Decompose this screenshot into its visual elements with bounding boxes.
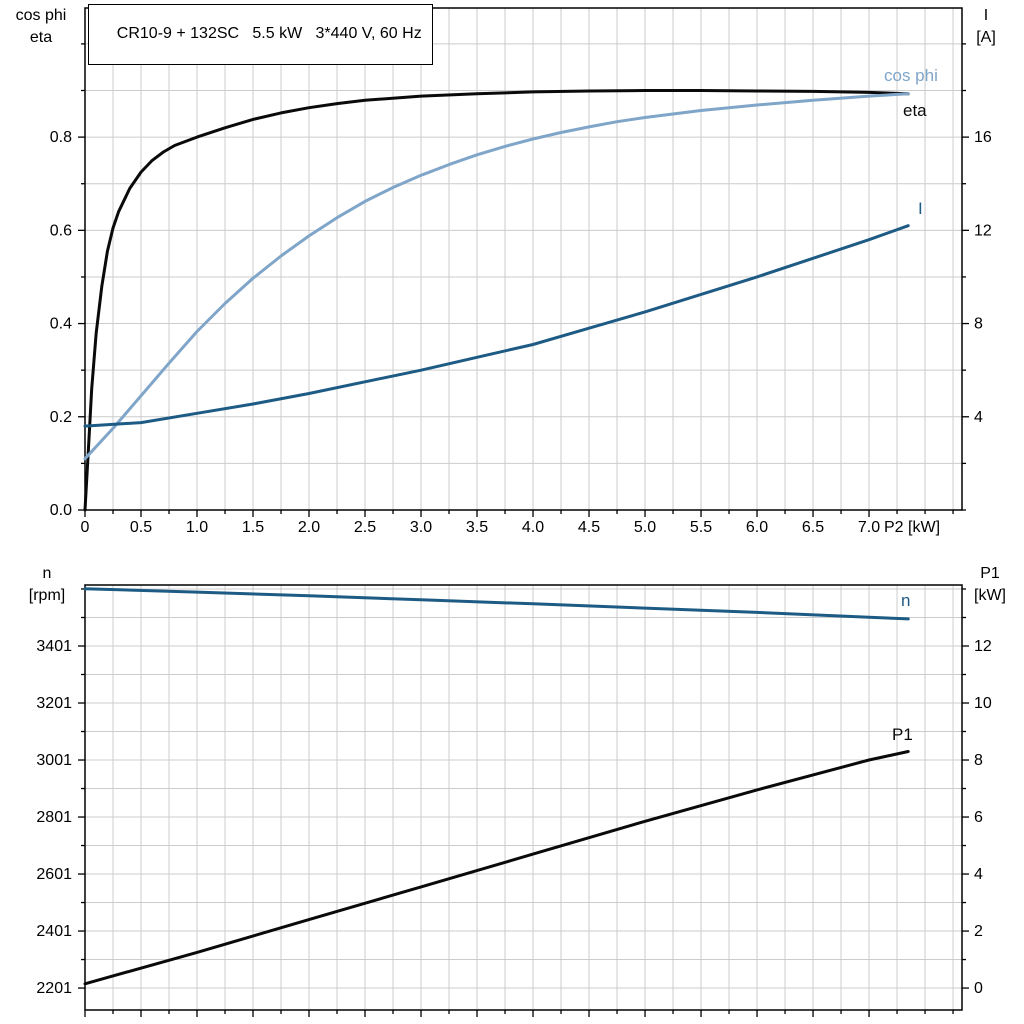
chart-title-box: CR10-9 + 132SC 5.5 kW 3*440 V, 60 Hz	[88, 4, 433, 65]
top-chart-left-axis-title: cos phi eta	[2, 5, 80, 49]
left-tick-label: 3001	[36, 752, 72, 769]
chart-title: CR10-9 + 132SC 5.5 kW 3*440 V, 60 Hz	[116, 25, 422, 42]
x-tick-label: 1.0	[186, 519, 208, 536]
series-eta-curve	[83, 89, 910, 512]
right-tick-label: 12	[974, 222, 992, 239]
cos-phi-curve-label: cos phi	[884, 66, 938, 85]
x-tick-label: 2.5	[354, 519, 376, 536]
top-chart-right-axis-title: I [A]	[958, 5, 1014, 49]
axis-title-line: eta	[29, 29, 53, 46]
axis-title-line: [kW]	[974, 587, 1006, 604]
x-tick-label: 5.5	[690, 519, 712, 536]
current-curve-label: I	[918, 199, 923, 218]
plot-border	[84, 584, 963, 1011]
axis-title-line: [rpm]	[28, 587, 66, 604]
left-tick-label: 0.4	[50, 316, 72, 333]
axis-title-line: P1	[980, 565, 1000, 582]
x-tick-label: 6.5	[802, 519, 824, 536]
plot-border	[84, 7, 963, 511]
left-tick-label: 2801	[36, 809, 72, 826]
series-I-curve	[83, 224, 910, 428]
eta-curve-label: eta	[903, 101, 927, 120]
axis-title-line: I	[983, 7, 989, 24]
x-tick-label: 2.0	[298, 519, 320, 536]
x-tick-label: 1.5	[242, 519, 264, 536]
right-tick-label: 6	[974, 809, 983, 826]
right-tick-label: 12	[974, 638, 992, 655]
left-tick-label: 0.0	[50, 502, 72, 519]
x-tick-label: 0.5	[130, 519, 152, 536]
right-tick-label: 10	[974, 695, 992, 712]
right-tick-label: 4	[974, 866, 983, 883]
p1-curve-label: P1	[892, 725, 913, 744]
right-tick-label: 8	[974, 752, 983, 769]
x-tick-label: 6.0	[746, 519, 768, 536]
left-tick-label: 2201	[36, 980, 72, 997]
left-tick-label: 2601	[36, 866, 72, 883]
x-tick-label: 4.5	[578, 519, 600, 536]
axis-title-line: [A]	[976, 29, 996, 46]
left-tick-label: 0.8	[50, 129, 72, 146]
left-tick-label: 3201	[36, 695, 72, 712]
left-tick-label: 3401	[36, 638, 72, 655]
right-tick-label: 2	[974, 923, 983, 940]
series-cos-phi-curve	[83, 92, 910, 461]
x-tick-label: 7.0	[858, 519, 880, 536]
axis-title-line: n	[42, 565, 52, 582]
bottom-chart-right-axis-title: P1 [kW]	[962, 563, 1018, 607]
speed-curve-label: n	[901, 591, 911, 610]
x-tick-label: 3.0	[410, 519, 432, 536]
x-tick-label: 0	[81, 519, 90, 536]
series-P1-curve	[83, 750, 910, 986]
x-tick-label: 5.0	[634, 519, 656, 536]
right-tick-label: 4	[974, 409, 983, 426]
right-tick-label: 16	[974, 129, 992, 146]
right-tick-label: 8	[974, 316, 983, 333]
x-axis-unit-label: P2 [kW]	[884, 519, 940, 536]
x-tick-label: 4.0	[522, 519, 544, 536]
x-tick-label: 3.5	[466, 519, 488, 536]
bottom-chart-left-axis-title: n [rpm]	[10, 563, 84, 607]
axis-title-line: cos phi	[15, 7, 67, 24]
left-tick-label: 2401	[36, 923, 72, 940]
series-n-curve	[83, 587, 910, 621]
right-tick-label: 0	[974, 980, 983, 997]
left-tick-label: 0.6	[50, 222, 72, 239]
left-tick-label: 0.2	[50, 409, 72, 426]
